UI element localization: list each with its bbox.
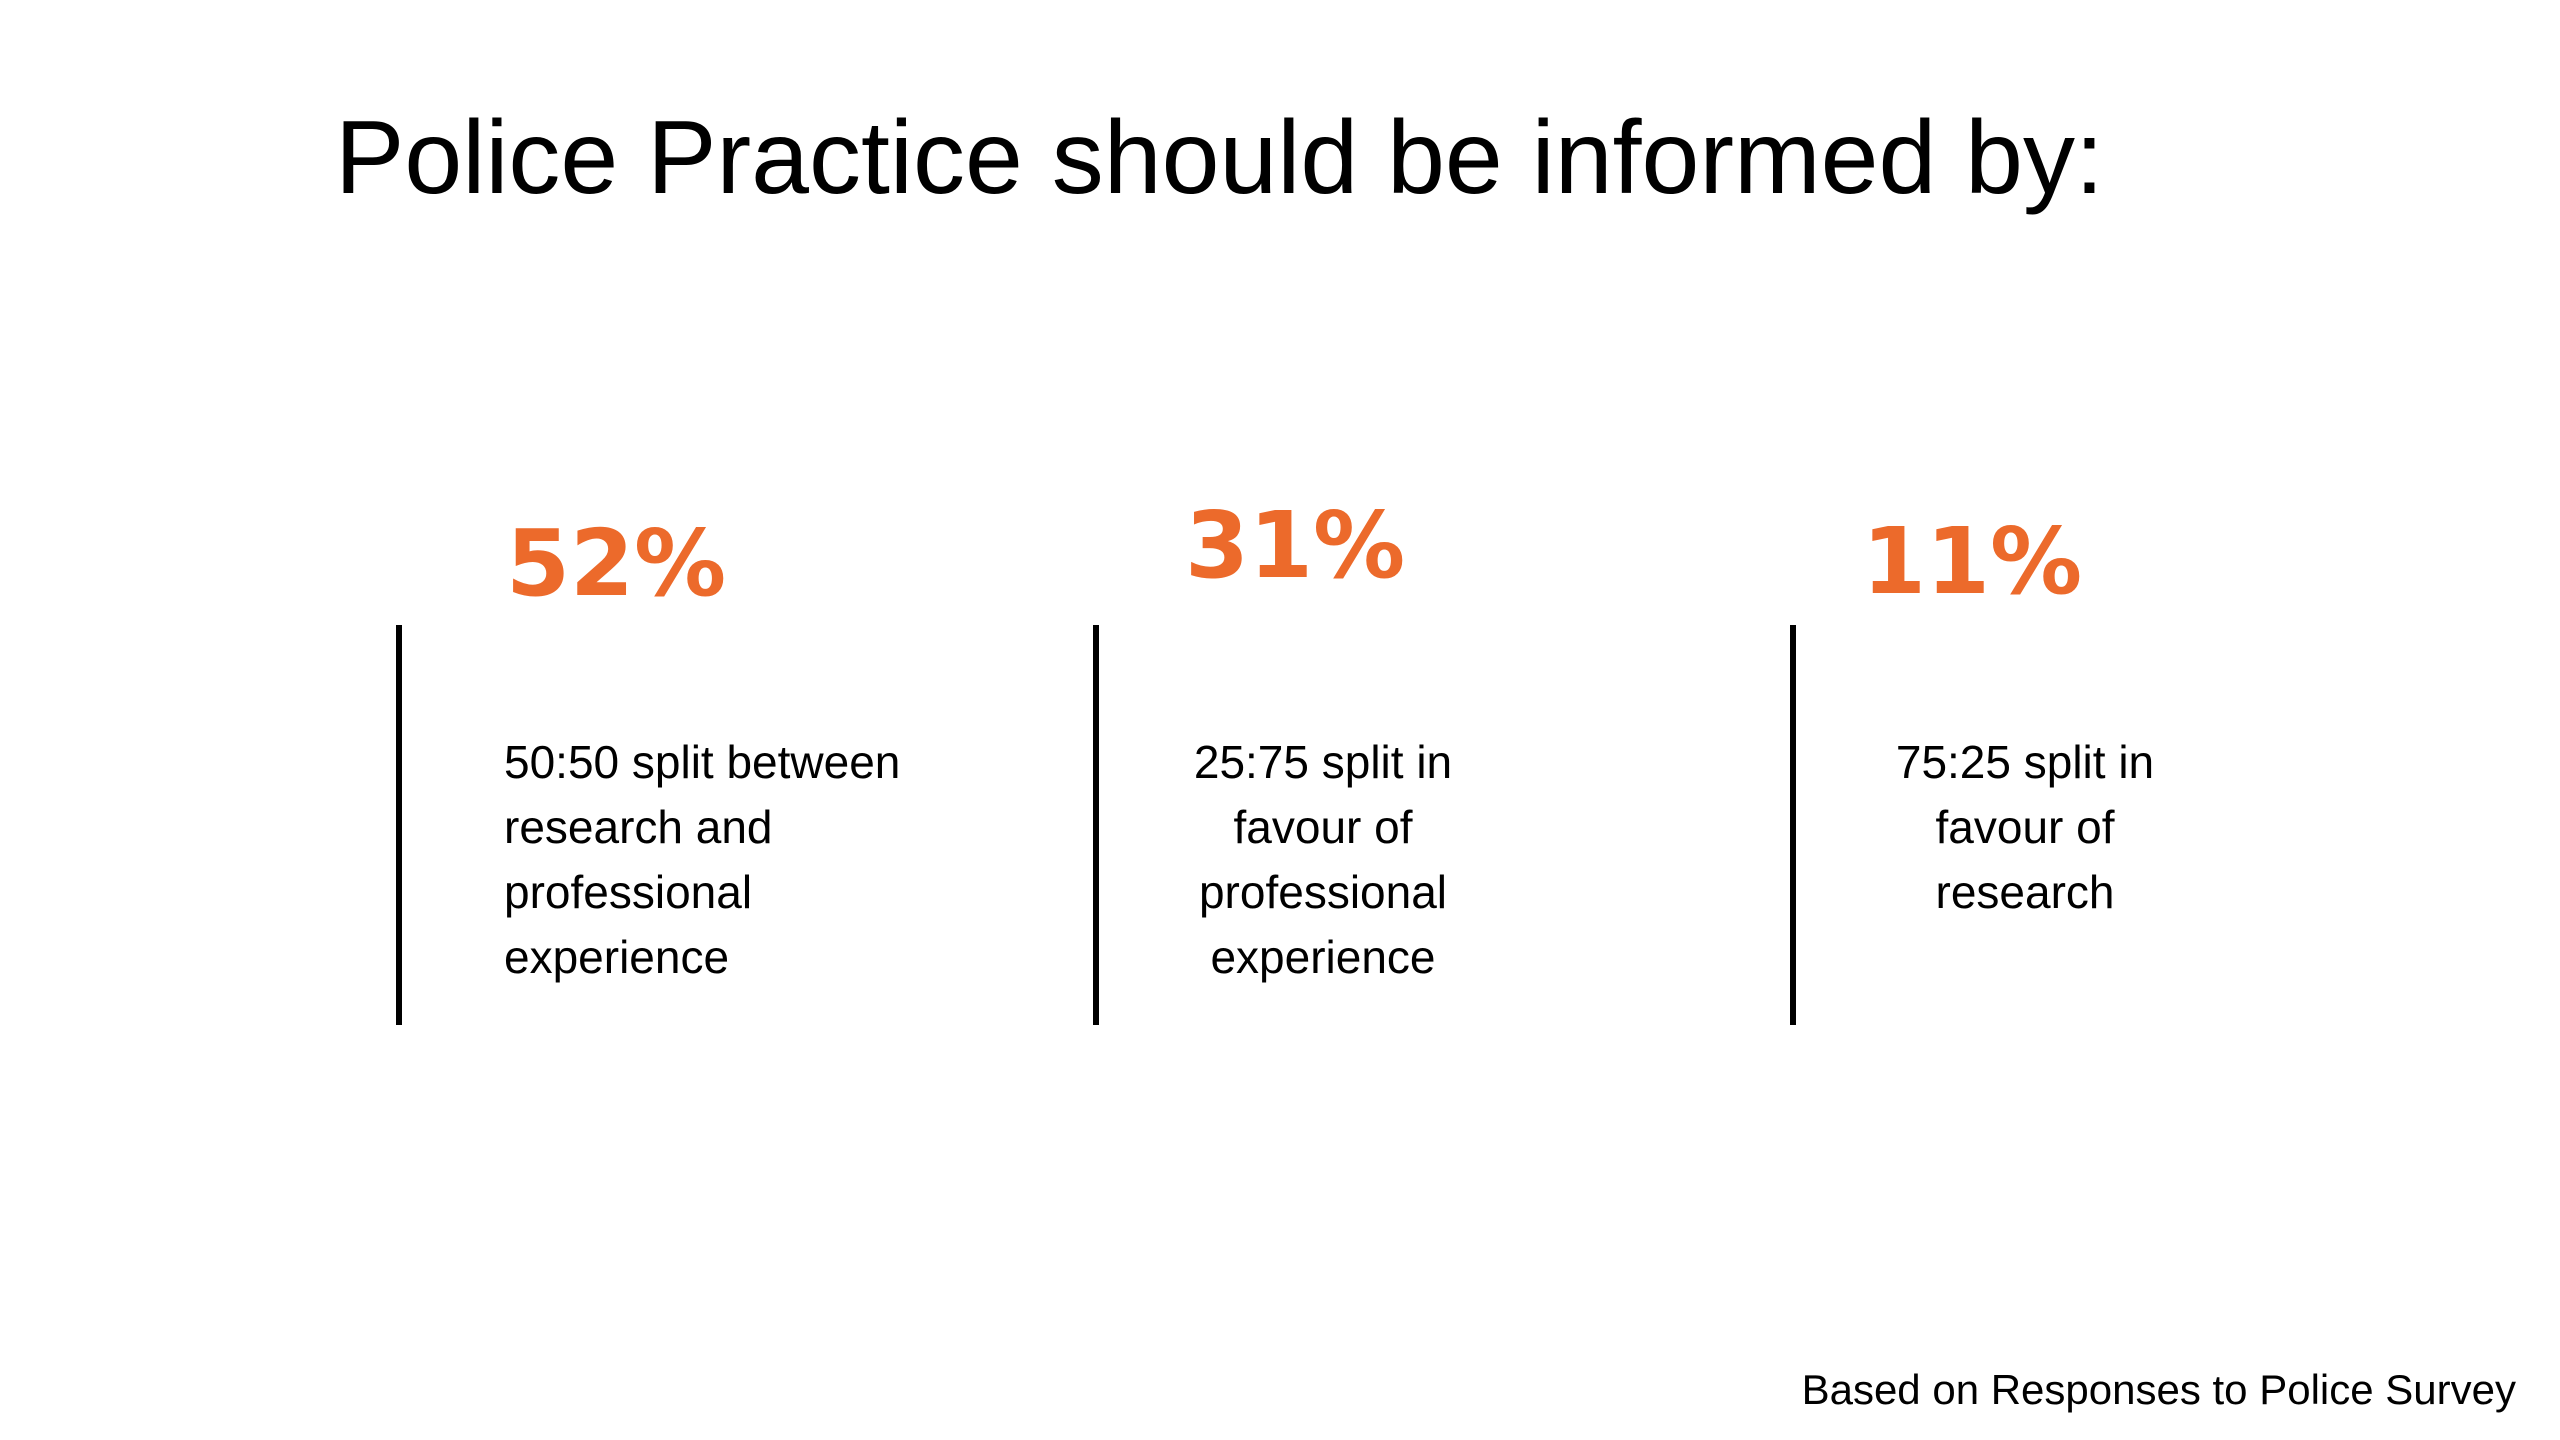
stat-value: 31%: [1185, 492, 1406, 599]
slide-title: Police Practice should be informed by:: [335, 100, 2104, 216]
stat-value: 52%: [506, 510, 727, 617]
stat-description: 75:25 split in favour of research: [1895, 736, 2155, 918]
stat-description: 50:50 split between research and profess…: [504, 736, 901, 983]
stat-value: 11%: [1862, 508, 2083, 615]
vertical-divider: [1790, 625, 1796, 1025]
stat-column-1: 52% 50:50 split between research and pro…: [396, 490, 1086, 1030]
vertical-divider: [396, 625, 402, 1025]
stat-column-3: 11% 75:25 split in favour of research: [1790, 490, 2480, 1030]
footnote: Based on Responses to Police Survey: [1801, 1366, 2516, 1413]
stat-column-2: 31% 25:75 split in favour of professiona…: [1093, 490, 1783, 1030]
stat-description: 25:75 split in favour of professional ex…: [1193, 736, 1453, 983]
vertical-divider: [1093, 625, 1099, 1025]
